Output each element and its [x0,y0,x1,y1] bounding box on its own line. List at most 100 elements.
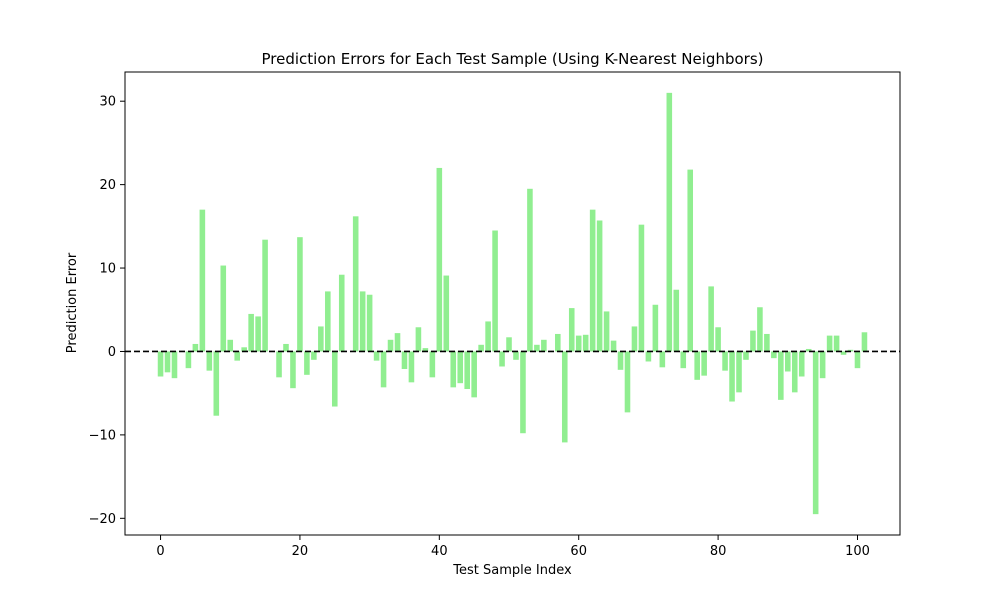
bar [798,351,805,377]
bar [631,326,638,352]
bar [805,348,812,352]
bar [422,348,429,352]
y-tick-label: −20 [89,512,116,527]
bar [227,339,234,352]
bar [534,344,540,352]
bar [610,340,617,352]
bar [220,265,227,352]
y-axis-ticks: −20 −10 0 10 20 30 [89,95,125,527]
bar [457,351,464,384]
bar [185,351,192,369]
bar [666,92,673,352]
y-tick-label: 20 [99,178,116,193]
bar [325,291,331,352]
x-tick-label: 100 [845,544,870,559]
bar [736,351,742,393]
bar [283,343,289,352]
bars-group [157,92,868,515]
bar [359,291,366,352]
bar [561,351,568,443]
bar [311,351,317,360]
bar [192,343,199,352]
bar [506,337,512,352]
bar [206,351,213,371]
bar [199,209,206,352]
bar [248,313,254,352]
bar [708,286,714,352]
bar [436,167,443,352]
bar [478,344,484,352]
bar [757,307,763,352]
bar [791,351,798,393]
bar [833,335,840,352]
bar [854,351,861,369]
bar [722,351,728,371]
bar [680,351,687,369]
bar [520,351,526,434]
bar [638,224,645,352]
chart-title: Prediction Errors for Each Test Sample (… [262,50,764,68]
bar [729,351,735,402]
bar [255,316,261,352]
bar [785,351,791,372]
bar [304,351,310,375]
bar [408,351,415,383]
bar [764,333,770,352]
bar [443,275,450,352]
bar [297,237,303,352]
bar [617,351,624,370]
bar [589,209,596,352]
bar [331,351,338,407]
bar [234,351,240,361]
y-tick-label: 10 [99,262,116,277]
bar [603,311,610,352]
bar [471,351,477,398]
bar [694,351,700,380]
bar [164,351,171,373]
bar [596,220,603,352]
bar [826,335,833,352]
x-tick-label: 20 [292,544,309,559]
bar [527,188,533,352]
bar [568,308,575,352]
bar [338,274,345,352]
bar [715,327,721,352]
bar [499,351,505,367]
bar [366,294,373,352]
x-axis-ticks: 0 20 40 60 80 100 [156,535,870,559]
bar [450,351,457,388]
bar [290,351,296,389]
y-tick-label: −10 [89,428,116,443]
bar [582,334,589,352]
bar [401,351,408,369]
bar [575,335,582,352]
bar [645,351,652,362]
bar [171,351,178,379]
bar [429,351,436,378]
bar [624,351,631,413]
bar [241,347,247,352]
bar [492,230,498,352]
bar [485,321,491,352]
bar [861,332,868,352]
bar [687,169,694,352]
bar [673,289,680,352]
bar [373,351,380,361]
bar [847,349,854,352]
bar [352,216,359,352]
bar [415,327,422,352]
bar [743,351,749,360]
x-tick-label: 0 [156,544,164,559]
bar [750,330,756,352]
plot-frame [124,71,901,536]
bar [513,351,519,360]
bar [659,351,666,368]
y-tick-label: 30 [99,95,116,110]
bar [318,326,324,352]
x-axis-label: Test Sample Index [452,563,572,578]
bar [819,351,826,379]
x-tick-label: 80 [710,544,727,559]
bar [840,351,847,355]
